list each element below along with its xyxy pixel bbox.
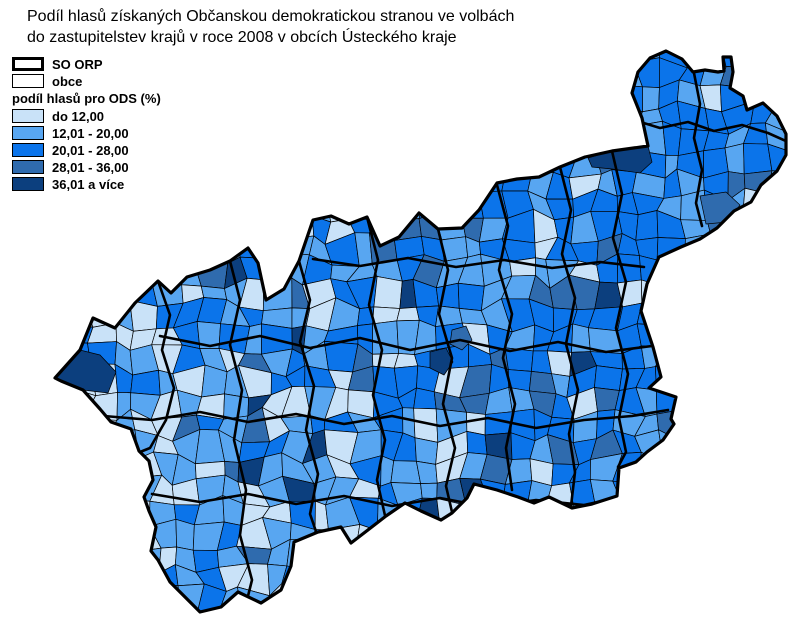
municipality [414, 437, 439, 465]
legend-row-obce: obce [12, 73, 161, 89]
map-title: Podíl hlasů získaných Občanskou demokrat… [27, 6, 514, 48]
municipality [594, 365, 623, 391]
municipality [686, 51, 709, 69]
orp-border [228, 259, 254, 606]
municipality [656, 259, 691, 287]
municipality [259, 252, 293, 281]
municipality-highlight [429, 347, 454, 376]
orp-border [102, 408, 670, 430]
class-3-label: 20,01 - 28,00 [52, 142, 129, 158]
municipality [466, 431, 488, 455]
municipality [323, 341, 359, 373]
municipality [197, 583, 227, 612]
municipality [420, 482, 438, 499]
class-1-swatch [12, 109, 44, 123]
municipality [175, 518, 195, 551]
class-4-label: 28,01 - 36,00 [52, 159, 129, 175]
legend-class-row-4: 28,01 - 36,00 [12, 159, 161, 175]
class-5-label: 36,01 a více [52, 176, 125, 192]
municipality [150, 258, 183, 286]
orp-border [365, 215, 388, 522]
municipality [642, 86, 660, 113]
class-1-label: do 12,00 [52, 108, 105, 124]
class-5-swatch [12, 177, 44, 191]
orp-border [158, 334, 654, 354]
municipality-cells [55, 51, 786, 612]
obce-outline-symbol [12, 74, 44, 88]
municipality [389, 197, 425, 220]
legend-class-row-5: 36,01 a více [12, 176, 161, 192]
orp-border [138, 279, 176, 454]
class-2-swatch [12, 126, 44, 140]
municipality [396, 306, 420, 322]
municipality [223, 393, 249, 420]
municipality [61, 297, 94, 328]
municipality [724, 143, 745, 175]
orp-border [632, 118, 786, 143]
class-3-swatch [12, 143, 44, 157]
orp-border [692, 71, 704, 228]
municipality [82, 299, 117, 328]
legend-class-row-2: 12,01 - 20,00 [12, 125, 161, 141]
orp-border [610, 149, 630, 469]
municipality [281, 583, 316, 612]
map-legend: SO ORP obce podíl hlasů pro ODS (%) do 1… [12, 57, 161, 194]
orp-border [311, 256, 646, 270]
orp-border [436, 227, 457, 514]
title-line-1: Podíl hlasů získaných Občanskou demokrat… [27, 8, 515, 25]
municipality [402, 407, 416, 439]
region-outline [53, 49, 788, 614]
municipality [635, 210, 659, 241]
municipality [720, 51, 751, 68]
so-orp-outline-symbol [12, 57, 44, 71]
orp-border [495, 183, 517, 492]
so-orp-label: SO ORP [52, 56, 103, 72]
class-2-label: 12,01 - 20,00 [52, 125, 129, 141]
legend-class-row-3: 20,01 - 28,00 [12, 142, 161, 158]
municipality [390, 460, 421, 484]
title-line-2: do zastupitelstev krajů v roce 2008 v ob… [27, 29, 457, 46]
municipality [658, 429, 685, 465]
municipality [684, 233, 711, 260]
legend-class-row-1: do 12,00 [12, 108, 161, 124]
class-4-swatch [12, 160, 44, 174]
legend-header: podíl hlasů pro ODS (%) [12, 91, 161, 106]
municipality [127, 277, 158, 307]
municipality [655, 344, 690, 371]
orp-border [297, 259, 322, 545]
municipality [193, 238, 229, 264]
municipality [743, 143, 773, 175]
municipality [457, 282, 485, 311]
municipality [373, 276, 403, 309]
municipality [461, 190, 484, 219]
legend-row-so-orp: SO ORP [12, 56, 161, 72]
obce-label: obce [52, 73, 83, 89]
